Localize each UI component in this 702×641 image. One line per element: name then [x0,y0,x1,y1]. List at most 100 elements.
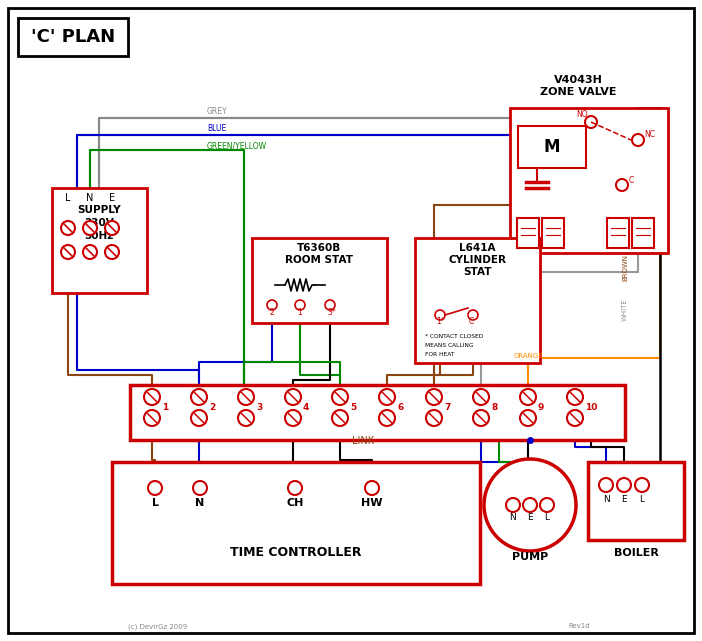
Circle shape [635,478,649,492]
FancyBboxPatch shape [518,126,586,168]
Circle shape [617,478,631,492]
FancyBboxPatch shape [607,218,629,248]
FancyBboxPatch shape [588,462,684,540]
Text: 50Hz: 50Hz [84,231,114,241]
Circle shape [285,410,301,426]
Text: E: E [527,513,533,522]
Circle shape [144,389,160,405]
Circle shape [285,389,301,405]
Text: L: L [545,513,550,522]
Text: 230V: 230V [84,218,114,228]
Circle shape [523,498,537,512]
Text: 5: 5 [350,403,356,412]
Circle shape [379,389,395,405]
Text: 1: 1 [162,403,168,412]
FancyBboxPatch shape [517,218,539,248]
Text: N: N [86,193,93,203]
Text: 2: 2 [209,403,216,412]
Text: ZONE VALVE: ZONE VALVE [540,87,616,97]
Text: FOR HEAT: FOR HEAT [425,352,454,357]
Circle shape [365,481,379,495]
Text: * CONTACT CLOSED: * CONTACT CLOSED [425,334,483,339]
Text: LINK: LINK [352,436,374,446]
Text: BOILER: BOILER [614,548,658,558]
FancyBboxPatch shape [18,18,128,56]
Text: E: E [109,193,115,203]
FancyBboxPatch shape [130,385,625,440]
Text: SUPPLY: SUPPLY [77,205,121,215]
Circle shape [288,481,302,495]
Text: 2: 2 [269,308,274,317]
Text: L641A: L641A [458,243,495,253]
Text: 7: 7 [444,403,451,412]
FancyBboxPatch shape [112,462,480,584]
Text: MEANS CALLING: MEANS CALLING [425,343,474,348]
FancyBboxPatch shape [510,108,668,253]
Text: WHITE: WHITE [622,298,628,321]
Text: BROWN: BROWN [622,254,628,281]
Text: N: N [602,495,609,504]
Text: N: N [195,498,204,508]
Circle shape [332,410,348,426]
Text: 1*: 1* [436,317,444,326]
Text: 3*: 3* [327,308,336,317]
Text: T6360B: T6360B [297,243,341,253]
Circle shape [191,389,207,405]
Text: L: L [640,495,644,504]
Circle shape [325,300,335,310]
Text: STAT: STAT [463,267,491,277]
Circle shape [426,410,442,426]
Text: NO: NO [576,110,588,119]
Circle shape [540,498,554,512]
FancyBboxPatch shape [8,8,694,633]
Circle shape [506,498,520,512]
Circle shape [295,300,305,310]
Circle shape [238,410,254,426]
Circle shape [105,245,119,259]
Circle shape [616,179,628,191]
Text: L: L [65,193,71,203]
Text: C: C [629,176,634,185]
Circle shape [567,389,583,405]
Circle shape [585,116,597,128]
Circle shape [468,310,478,320]
Text: ORANGE: ORANGE [514,353,543,359]
Text: ROOM STAT: ROOM STAT [285,255,353,265]
Text: 1: 1 [297,308,302,317]
Text: BLUE: BLUE [207,124,226,133]
Circle shape [61,245,75,259]
FancyBboxPatch shape [632,218,654,248]
Text: C: C [469,317,475,326]
Circle shape [105,221,119,235]
Text: Rev1d: Rev1d [568,623,590,629]
Circle shape [61,221,75,235]
Circle shape [435,310,445,320]
Circle shape [520,410,536,426]
Circle shape [191,410,207,426]
Text: L: L [152,498,159,508]
Circle shape [426,389,442,405]
Text: 10: 10 [585,403,597,412]
FancyBboxPatch shape [252,238,387,323]
Circle shape [632,134,644,146]
Circle shape [473,410,489,426]
Circle shape [148,481,162,495]
Text: 4: 4 [303,403,310,412]
Text: E: E [621,495,627,504]
Text: GREEN/YELLOW: GREEN/YELLOW [207,141,267,150]
Circle shape [267,300,277,310]
Text: 9: 9 [538,403,544,412]
Circle shape [484,459,576,551]
Text: 6: 6 [397,403,403,412]
Text: 'C' PLAN: 'C' PLAN [31,28,115,46]
Text: 3: 3 [256,403,263,412]
FancyBboxPatch shape [542,218,564,248]
Circle shape [520,389,536,405]
Text: V4043H: V4043H [554,75,602,85]
Text: TIME CONTROLLER: TIME CONTROLLER [230,545,362,558]
Text: N: N [510,513,517,522]
Text: (c) DevirGz 2009: (c) DevirGz 2009 [128,623,187,629]
Circle shape [332,389,348,405]
Circle shape [144,410,160,426]
Text: CYLINDER: CYLINDER [448,255,506,265]
